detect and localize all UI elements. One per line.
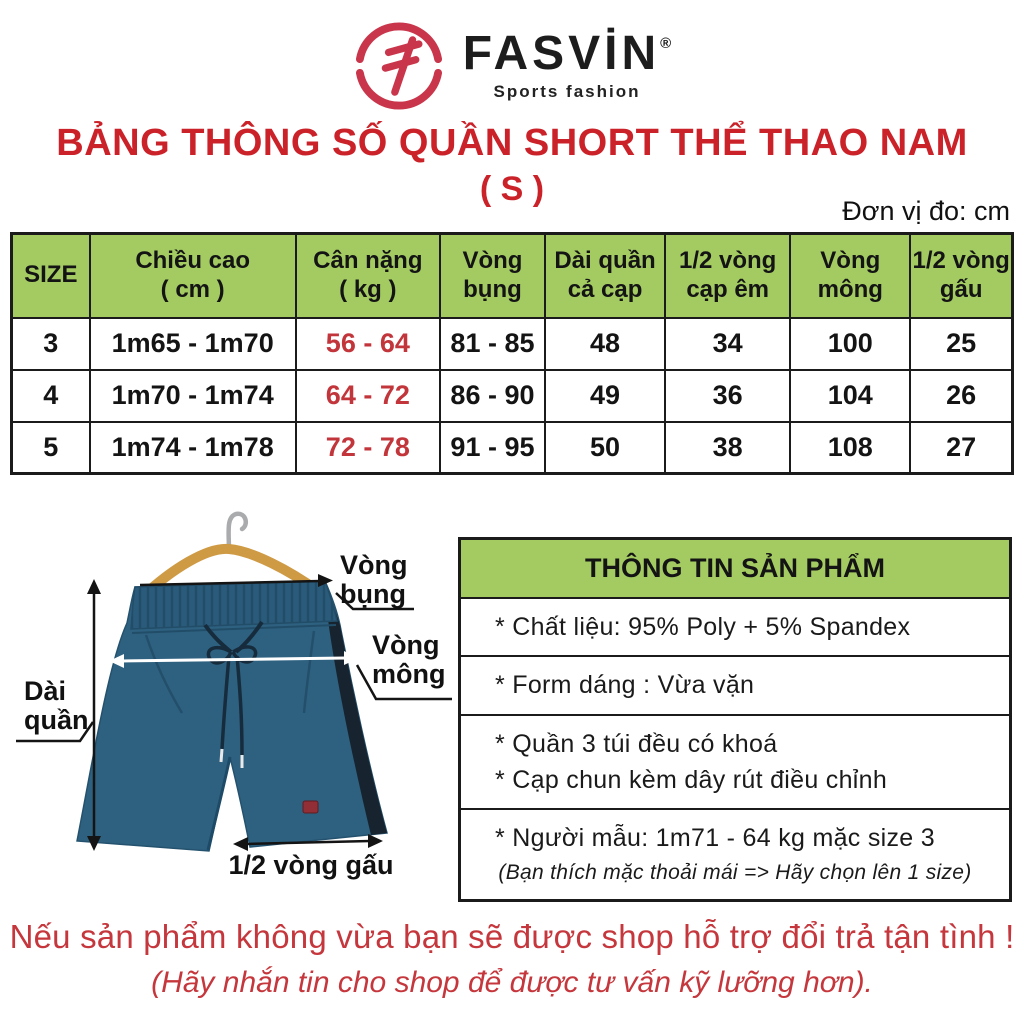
table-cell: 91 - 95 (438, 420, 547, 475)
waistband (130, 580, 338, 630)
product-info-title: THÔNG TIN SẢN PHẨM (461, 540, 1009, 599)
pocket-seam-left (144, 634, 184, 714)
header-cell-weight: Cân nặng( kg ) (294, 232, 441, 319)
table-cell: 1m65 - 1m70 (88, 316, 297, 371)
table-cell: 3 (10, 316, 91, 371)
brand-header: FASVİN® Sports fashion (0, 20, 1024, 112)
table-cell: 1m70 - 1m74 (88, 368, 297, 423)
footer-line-2: (Hãy nhắn tin cho shop để được tư vấn kỹ… (151, 966, 873, 999)
footer-line-1: Nếu sản phẩm không vừa bạn sẽ được shop … (9, 918, 1015, 955)
table-cell: 36 (664, 368, 792, 423)
table-cell: 100 (789, 316, 912, 371)
shorts-logo-patch (302, 800, 319, 814)
table-cell: 26 (909, 368, 1014, 423)
table-row: 4 1m70 - 1m74 64 - 72 86 - 90 49 36 104 … (10, 368, 1014, 423)
pocket-seam-right (302, 630, 316, 714)
table-cell: 1m74 - 1m78 (88, 420, 297, 475)
product-info-row: * Quần 3 túi đều có khoá * Cạp chun kèm … (461, 716, 1009, 810)
unit-note: Đơn vị đo: cm (842, 196, 1010, 226)
hem-label: 1/2 vòng gấu (228, 850, 394, 880)
table-header-row: SIZE Chiều cao( cm ) Cân nặng( kg ) Vòng… (10, 232, 1014, 319)
brand-text-block: FASVİN® Sports fashion (463, 30, 671, 102)
length-callout-line (16, 721, 95, 743)
header-cell-hip: Vòng mông (789, 232, 912, 319)
waist-arrow (139, 579, 321, 587)
waist-callout-line (335, 592, 414, 611)
length-label: Dài quần (24, 676, 89, 736)
bottom-section: Vòng bụng Vòng mông Dài quần 1/2 vòng gấ… (0, 505, 1024, 905)
table-row: 3 1m65 - 1m70 56 - 64 81 - 85 48 34 100 … (10, 316, 1014, 371)
footer: Nếu sản phẩm không vừa bạn sẽ được shop … (0, 918, 1024, 1000)
hem-arrow (245, 839, 371, 846)
product-info-row: * Chất liệu: 95% Poly + 5% Spandex (461, 599, 1009, 658)
table-cell: 48 (543, 316, 667, 371)
product-info-row: * Form dáng : Vừa vặn (461, 657, 1009, 716)
table-cell: 25 (909, 316, 1014, 371)
hip-label: Vòng mông (372, 630, 446, 690)
table-cell: 34 (664, 316, 792, 371)
shorts-side-panel (325, 581, 387, 835)
header-cell-height: Chiều cao( cm ) (88, 232, 297, 319)
size-group-label: ( S ) (479, 170, 545, 208)
size-table-container: SIZE Chiều cao( cm ) Cân nặng( kg ) Vòng… (10, 232, 1014, 475)
table-cell: 27 (909, 420, 1014, 475)
table-cell: 72 - 78 (294, 420, 441, 475)
hip-callout-line (355, 664, 452, 701)
table-cell: 86 - 90 (438, 368, 547, 423)
product-info-box: THÔNG TIN SẢN PHẨM * Chất liệu: 95% Poly… (458, 537, 1012, 902)
table-cell: 49 (543, 368, 667, 423)
brand-name: FASVİN® (463, 30, 671, 78)
table-cell: 108 (789, 420, 912, 475)
table-cell: 38 (664, 420, 792, 475)
shorts-image (16, 511, 452, 852)
table-cell: 64 - 72 (294, 368, 441, 423)
table-cell: 50 (543, 420, 667, 475)
hip-arrow (121, 656, 347, 663)
header-cell-half-hem: 1/2 vòng gấu (909, 232, 1014, 319)
registered-mark: ® (660, 35, 672, 52)
table-cell: 81 - 85 (438, 316, 547, 371)
brand-name-text: FASVİN (462, 27, 661, 80)
product-info-row: * Người mẫu: 1m71 - 64 kg mặc size 3 (Bạ… (495, 824, 972, 885)
header-cell-length: Dài quần cả cạp (543, 232, 667, 319)
measurement-diagram: Vòng bụng Vòng mông Dài quần 1/2 vòng gấ… (0, 505, 460, 905)
table-cell: 56 - 64 (294, 316, 441, 371)
size-table: SIZE Chiều cao( cm ) Cân nặng( kg ) Vòng… (10, 232, 1014, 475)
waist-label: Vòng bụng (340, 550, 408, 610)
hanger-hook (226, 511, 249, 554)
table-row: 5 1m74 - 1m78 72 - 78 91 - 95 50 38 108 … (10, 420, 1014, 475)
header-cell-waist: Vòng bụng (438, 232, 547, 319)
header-cell-half-waistband: 1/2 vòng cạp êm (664, 232, 792, 319)
header-cell-size: SIZE (10, 232, 91, 319)
brand-tagline: Sports fashion (493, 82, 641, 101)
page-title: BẢNG THÔNG SỐ QUẦN SHORT THỂ THAO NAM (56, 122, 968, 164)
table-cell: 4 (10, 368, 91, 423)
hanger (137, 543, 323, 602)
table-cell: 104 (789, 368, 912, 423)
table-cell: 5 (10, 420, 91, 475)
fasvin-logo-icon (355, 22, 442, 110)
